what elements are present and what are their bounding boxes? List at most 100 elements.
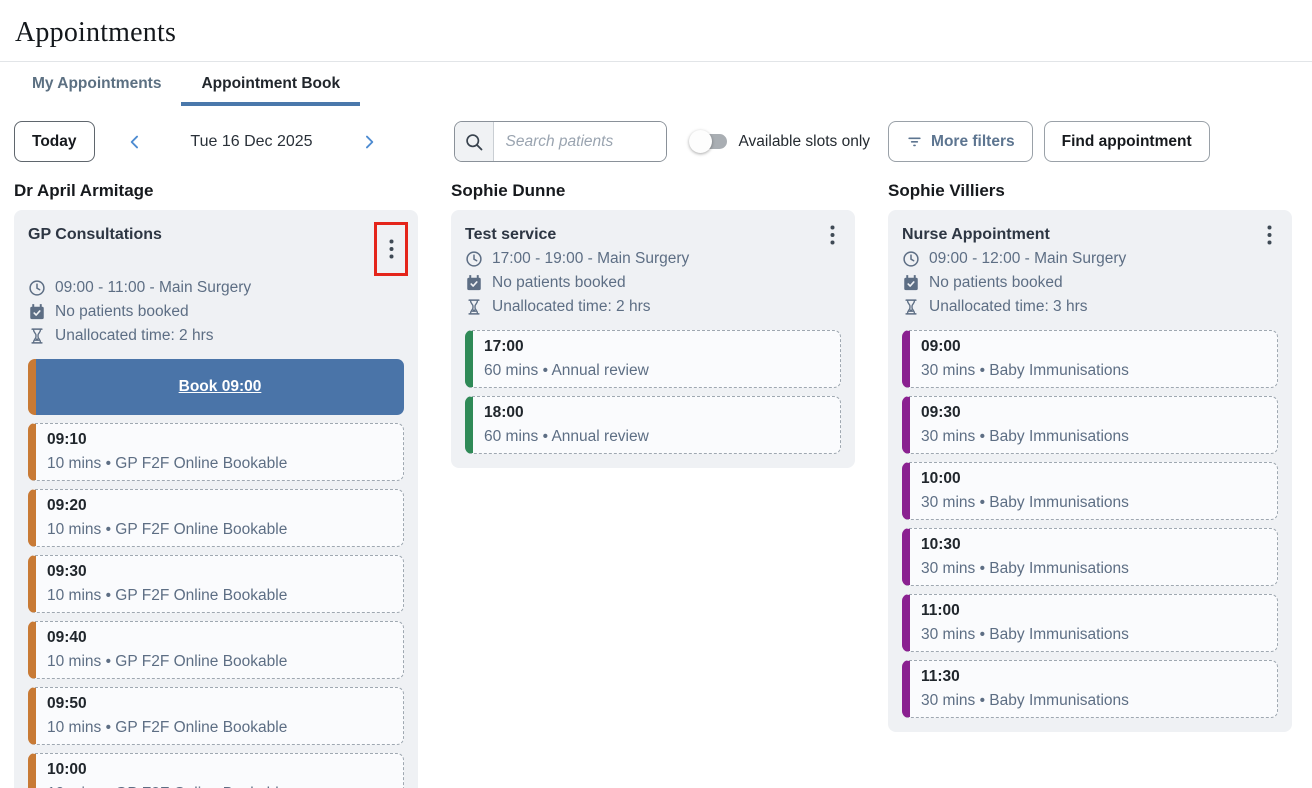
clinician-column: Dr April Armitage GP Consultations 09:00… (14, 181, 418, 788)
more-filters-button[interactable]: More filters (888, 121, 1033, 162)
session-unallocated-text: Unallocated time: 2 hrs (55, 327, 214, 344)
calendar-check-icon (467, 275, 481, 291)
search-input[interactable] (493, 122, 666, 161)
slot-list: Book 09:00 09:10 10 mins • GP F2F Online… (28, 359, 404, 788)
slot-details: 60 mins • Annual review (484, 362, 649, 379)
session-card: Nurse Appointment 09:00 - 12:00 - Main S… (888, 210, 1292, 732)
session-menu-button[interactable] (824, 223, 841, 247)
appointment-slot[interactable]: 09:40 10 mins • GP F2F Online Bookable (28, 621, 404, 679)
clock-icon (466, 251, 482, 267)
calendar-check-icon (30, 304, 44, 320)
slot-time: 09:00 (921, 338, 961, 355)
search-icon-segment (454, 122, 494, 161)
slot-list: 09:00 30 mins • Baby Immunisations 09:30… (902, 330, 1278, 718)
current-date-label: Tue 16 Dec 2025 (190, 132, 313, 150)
tab-appointment-book[interactable]: Appointment Book (181, 62, 361, 106)
appointment-slot[interactable]: 11:30 30 mins • Baby Immunisations (902, 660, 1278, 718)
session-unallocated-row: Unallocated time: 2 hrs (28, 324, 404, 348)
slot-time: 09:10 (47, 431, 87, 448)
session-time-location: 09:00 - 12:00 - Main Surgery (929, 250, 1127, 267)
session-time-location: 09:00 - 11:00 - Main Surgery (55, 279, 252, 296)
session-patients-row: No patients booked (465, 271, 841, 295)
session-patients-row: No patients booked (902, 271, 1278, 295)
slot-time: 11:00 (921, 602, 960, 619)
appointment-slot[interactable]: 17:00 60 mins • Annual review (465, 330, 841, 388)
clock-icon (29, 280, 45, 296)
clinician-name: Sophie Villiers (888, 181, 1005, 200)
appointment-slot[interactable]: 10:30 30 mins • Baby Immunisations (902, 528, 1278, 586)
find-appointment-button[interactable]: Find appointment (1043, 121, 1210, 162)
session-unallocated-text: Unallocated time: 3 hrs (929, 298, 1088, 315)
slot-time: 09:30 (47, 563, 87, 580)
toolbar: Today Tue 16 Dec 2025 (0, 106, 1312, 162)
slot-details: 10 mins • GP F2F Online Bookable (47, 719, 288, 736)
appointment-slot[interactable]: 09:30 30 mins • Baby Immunisations (902, 396, 1278, 454)
filter-icon (908, 137, 921, 147)
next-day-button[interactable] (355, 128, 383, 156)
kebab-menu-icon (830, 225, 835, 245)
slot-details: 30 mins • Baby Immunisations (921, 692, 1129, 709)
hourglass-icon (905, 299, 917, 315)
more-filters-label: More filters (931, 132, 1015, 150)
session-service-title: GP Consultations (28, 226, 162, 243)
session-menu-button[interactable] (383, 237, 400, 261)
search-icon (465, 133, 482, 150)
hourglass-icon (31, 328, 43, 344)
chevron-right-icon (365, 135, 373, 148)
slot-time: 09:50 (47, 695, 87, 712)
session-unallocated-row: Unallocated time: 2 hrs (465, 295, 841, 319)
annotation-highlight-box (374, 222, 408, 276)
session-service-title: Nurse Appointment (902, 226, 1050, 243)
clinician-name: Dr April Armitage (14, 181, 154, 200)
appointment-slot[interactable]: 09:20 10 mins • GP F2F Online Bookable (28, 489, 404, 547)
appointment-book-board: Dr April Armitage GP Consultations 09:00… (0, 181, 1312, 788)
chevron-left-icon (130, 135, 138, 148)
available-slots-label: Available slots only (738, 132, 871, 150)
slot-details: 10 mins • GP F2F Online Bookable (47, 521, 288, 538)
book-slot-button[interactable]: Book 09:00 (28, 359, 404, 415)
slot-details: 10 mins • GP F2F Online Bookable (47, 587, 288, 604)
slot-details: 10 mins • GP F2F Online Bookable (47, 782, 392, 788)
slot-details: 30 mins • Baby Immunisations (921, 626, 1129, 643)
slot-details: 10 mins • GP F2F Online Bookable (47, 653, 288, 670)
previous-day-button[interactable] (121, 128, 149, 156)
slot-time: 18:00 (484, 404, 524, 421)
page-header: Appointments (0, 0, 1312, 62)
session-service-title: Test service (465, 226, 557, 243)
slot-details: 10 mins • GP F2F Online Bookable (47, 455, 288, 472)
slot-details: 30 mins • Baby Immunisations (921, 362, 1129, 379)
slot-details: 30 mins • Baby Immunisations (921, 560, 1129, 577)
calendar-check-icon (904, 275, 918, 291)
appointment-slot[interactable]: 09:50 10 mins • GP F2F Online Bookable (28, 687, 404, 745)
session-patients-text: No patients booked (492, 274, 626, 291)
session-patients-row: No patients booked (28, 300, 404, 324)
tab-bar: My Appointments Appointment Book (0, 62, 1312, 106)
slot-time: 09:20 (47, 497, 87, 514)
tab-my-appointments[interactable]: My Appointments (32, 75, 162, 92)
slot-time: 11:30 (921, 668, 960, 685)
today-button[interactable]: Today (14, 121, 95, 162)
appointment-slot[interactable]: 09:30 10 mins • GP F2F Online Bookable (28, 555, 404, 613)
appointment-slot[interactable]: 18:00 60 mins • Annual review (465, 396, 841, 454)
kebab-menu-icon (1267, 225, 1272, 245)
slot-time: 10:00 (921, 470, 961, 487)
session-card: Test service 17:00 - 19:00 - Main Surger… (451, 210, 855, 468)
slot-list: 17:00 60 mins • Annual review 18:00 60 m… (465, 330, 841, 454)
available-slots-toggle[interactable] (688, 130, 727, 153)
date-navigation: Tue 16 Dec 2025 (121, 128, 383, 156)
appointment-slot[interactable]: 10:00 10 mins • GP F2F Online Bookable (28, 753, 404, 788)
slot-time: 09:30 (921, 404, 961, 421)
appointment-slot[interactable]: 09:10 10 mins • GP F2F Online Bookable (28, 423, 404, 481)
slot-details: 30 mins • Baby Immunisations (921, 494, 1129, 511)
page-title: Appointments (15, 17, 177, 48)
session-menu-button[interactable] (1261, 223, 1278, 247)
appointment-slot[interactable]: 11:00 30 mins • Baby Immunisations (902, 594, 1278, 652)
appointment-slot[interactable]: 10:00 30 mins • Baby Immunisations (902, 462, 1278, 520)
patient-search (453, 121, 667, 162)
slot-details: 60 mins • Annual review (484, 428, 649, 445)
session-time-location: 17:00 - 19:00 - Main Surgery (492, 250, 690, 267)
clock-icon (903, 251, 919, 267)
appointment-slot[interactable]: 09:00 30 mins • Baby Immunisations (902, 330, 1278, 388)
slot-time: 10:30 (921, 536, 961, 553)
